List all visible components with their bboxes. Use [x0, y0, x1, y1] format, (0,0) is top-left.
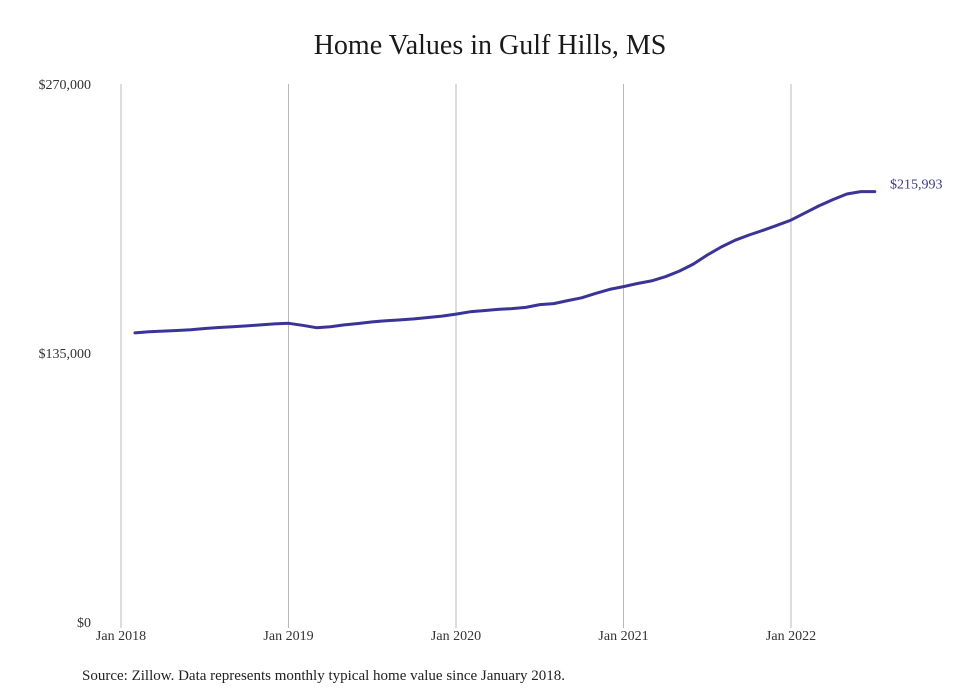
series-layer: $215,993 [133, 178, 943, 335]
x-tick-label: Jan 2022 [766, 629, 816, 644]
x-tick-label: Jan 2020 [431, 629, 481, 644]
axis-ticks: Jan 2018 Jan 2019 Jan 2020 Jan 2021 Jan 2022… [39, 78, 817, 644]
series-line-0 [133, 190, 877, 335]
source-note: Source: Zillow. Data represents monthly … [82, 668, 566, 684]
y-tick-label: $0 [77, 616, 91, 631]
end-value-label: $215,993 [890, 178, 943, 193]
gridlines [120, 84, 792, 628]
chart-title: Home Values in Gulf Hills, MS [313, 30, 667, 61]
x-tick-label: Jan 2021 [598, 629, 648, 644]
x-tick-label: Jan 2018 [96, 629, 146, 644]
x-tick-label: Jan 2019 [263, 629, 313, 644]
y-tick-label: $270,000 [39, 78, 92, 93]
y-tick-label: $135,000 [39, 347, 92, 362]
